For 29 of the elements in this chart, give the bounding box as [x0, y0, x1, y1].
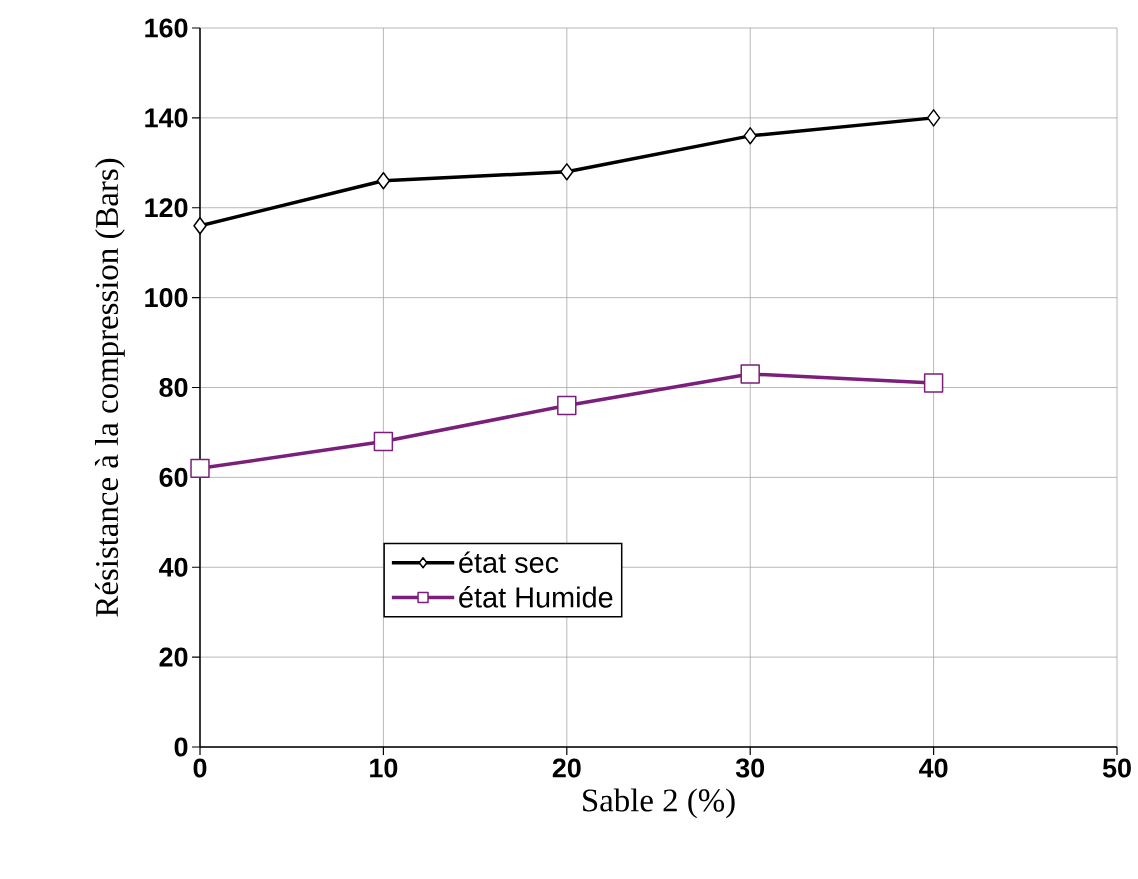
point: [740, 364, 760, 384]
y-tick-label: 0: [174, 737, 188, 757]
y-tick-label: 20: [159, 647, 188, 667]
y-tick-label: 60: [159, 467, 188, 487]
y-tick-label: 80: [159, 377, 188, 398]
y-tick-label: 100: [145, 288, 188, 308]
y-tick-label: 140: [145, 108, 188, 128]
x-tick-label: 30: [735, 758, 765, 778]
point: [926, 109, 941, 127]
point: [190, 458, 210, 479]
x-tick-label: 40: [919, 758, 948, 778]
x-tick-label: 50: [1102, 758, 1131, 778]
x-tick-label: 10: [370, 758, 398, 778]
point: [743, 127, 757, 145]
point: [560, 163, 574, 181]
legend-label: état Humide: [459, 586, 613, 608]
y-tick-label: 160: [145, 18, 188, 38]
x-tick-label: 0: [193, 758, 207, 778]
y-tick-label: 120: [145, 198, 188, 218]
x-axis-title: Sable 2 (%): [583, 788, 735, 819]
y-tick-label: 40: [159, 557, 188, 577]
x-tick-label: 20: [552, 758, 581, 778]
point: [373, 431, 394, 452]
point: [376, 172, 391, 190]
y-axis-title: Résistance à la compression (Bars): [94, 158, 125, 617]
legend-label: état sec: [459, 551, 559, 573]
point: [557, 395, 577, 416]
point: [193, 217, 207, 235]
point: [923, 373, 944, 393]
